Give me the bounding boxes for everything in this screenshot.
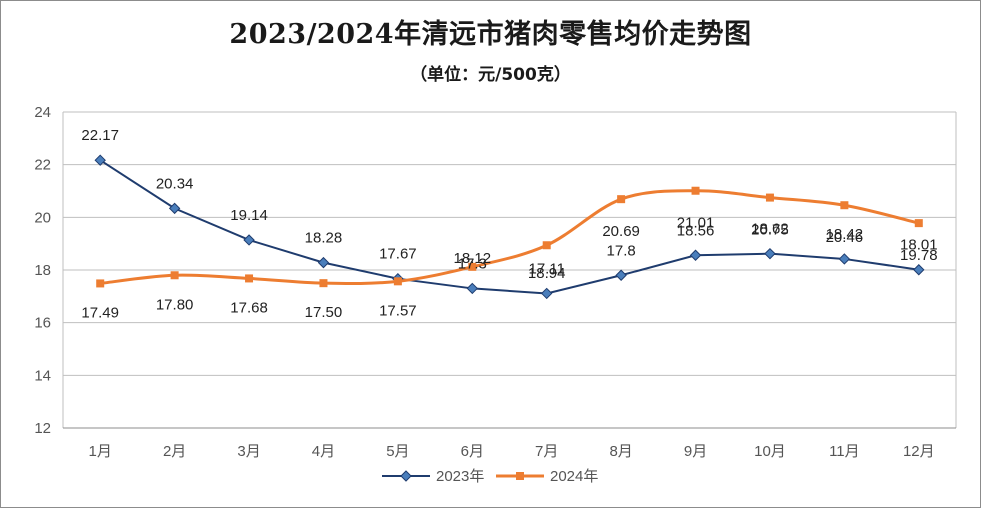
- data-label-2023: 18.62: [751, 221, 789, 238]
- series-1-point: [94, 154, 106, 166]
- series-1-point: [913, 264, 925, 276]
- x-tick-label: 8月: [609, 443, 632, 460]
- y-tick-label: 14: [34, 367, 51, 384]
- series-layer: [94, 154, 925, 300]
- legend-marker-2023: [400, 470, 412, 482]
- legend-label-2023: 2023年: [436, 468, 484, 485]
- series-1-point: [243, 234, 255, 246]
- series-line-2: [100, 189, 920, 286]
- data-label-2023: 17.67: [379, 246, 417, 263]
- data-label-2023: 20.34: [156, 175, 194, 192]
- legend-label-2024: 2024年: [550, 468, 598, 485]
- series-1-point: [317, 256, 330, 269]
- series-1-point: [168, 202, 181, 215]
- x-tick-label: 2月: [163, 443, 186, 460]
- x-tick-label: 1月: [89, 443, 112, 460]
- series-2-point: [542, 241, 551, 250]
- data-label-2023: 18.01: [900, 237, 938, 254]
- x-tick-label: 6月: [461, 443, 484, 460]
- data-label-2024: 19.78: [900, 247, 938, 264]
- data-label-2023: 17.11: [528, 260, 564, 277]
- data-label-2023: 18.28: [305, 230, 343, 247]
- y-tick-label: 20: [34, 209, 51, 226]
- data-labels: 22.17 20.34 19.14 18.28 17.67 17.3 17.11 17.8 18…: [81, 127, 937, 321]
- y-tick-label: 12: [34, 420, 51, 437]
- data-label-2024: 21.01: [677, 215, 715, 232]
- data-label-2024: 17.49: [81, 304, 119, 321]
- series-2-point: [319, 279, 328, 288]
- x-tick-label: 12月: [903, 443, 935, 460]
- data-label-2023: 17.8: [607, 242, 636, 259]
- data-label-2023: 18.56: [677, 222, 715, 239]
- series-2-point: [840, 201, 849, 210]
- chart-subtitle: （单位：元/500克）: [410, 65, 571, 85]
- data-label-2024: 17.80: [156, 296, 194, 313]
- x-tick-label: 11月: [829, 443, 860, 460]
- legend: 2023年 2024年: [382, 468, 598, 485]
- y-axis-ticks: 12 14 16 18 20 22 24: [34, 104, 51, 437]
- data-label-2024: 18.12: [454, 250, 492, 267]
- x-tick-label: 4月: [312, 443, 335, 460]
- y-tick-label: 18: [34, 262, 51, 279]
- series-1-point: [689, 249, 702, 261]
- x-tick-label: 5月: [386, 443, 409, 460]
- series-2-point: [393, 277, 402, 286]
- x-tick-label: 10月: [754, 443, 786, 460]
- series-1-point: [466, 282, 478, 295]
- series-1-point: [615, 269, 627, 281]
- series-2-point: [170, 271, 179, 280]
- series-line-1: [99, 159, 919, 295]
- data-label-2024: 17.50: [305, 304, 343, 321]
- data-label-2024: 20.69: [602, 223, 640, 240]
- series-2-point: [765, 193, 774, 202]
- data-label-2024: 20.75: [751, 222, 789, 239]
- legend-marker-2024: [516, 472, 524, 480]
- data-label-2023: 19.14: [230, 207, 268, 224]
- y-tick-label: 16: [34, 315, 51, 332]
- series-2-point: [617, 195, 626, 204]
- x-tick-label: 7月: [535, 443, 558, 460]
- series-2-point: [245, 274, 254, 283]
- series-2-point: [468, 262, 477, 271]
- data-label-2024: 17.57: [379, 302, 417, 319]
- series-1-point: [764, 247, 776, 260]
- series-2-point: [96, 279, 105, 288]
- chart-title: 2023/2024年清远市猪肉零售均价走势图: [229, 19, 752, 50]
- data-label-2024: 17.68: [230, 299, 268, 316]
- data-label-2024: 20.46: [826, 229, 864, 246]
- series-1-point: [838, 253, 851, 265]
- data-label-2023: 22.17: [81, 127, 119, 144]
- x-axis-ticks: 1月 2月 3月 4月 5月 6月 7月 8月 9月 10月 11月 12月: [89, 443, 935, 460]
- series-2-point: [691, 186, 700, 195]
- series-1-point: [541, 287, 553, 300]
- y-tick-label: 24: [34, 104, 51, 121]
- x-tick-label: 9月: [684, 443, 707, 460]
- data-label-2023: 17.3: [458, 255, 487, 272]
- data-label-2023: 18.42: [826, 226, 864, 243]
- x-tick-label: 3月: [237, 443, 260, 460]
- data-label-2024: 18.94: [528, 265, 566, 282]
- gridlines: [62, 111, 957, 429]
- series-2-point: [914, 219, 923, 228]
- y-tick-label: 22: [34, 157, 51, 174]
